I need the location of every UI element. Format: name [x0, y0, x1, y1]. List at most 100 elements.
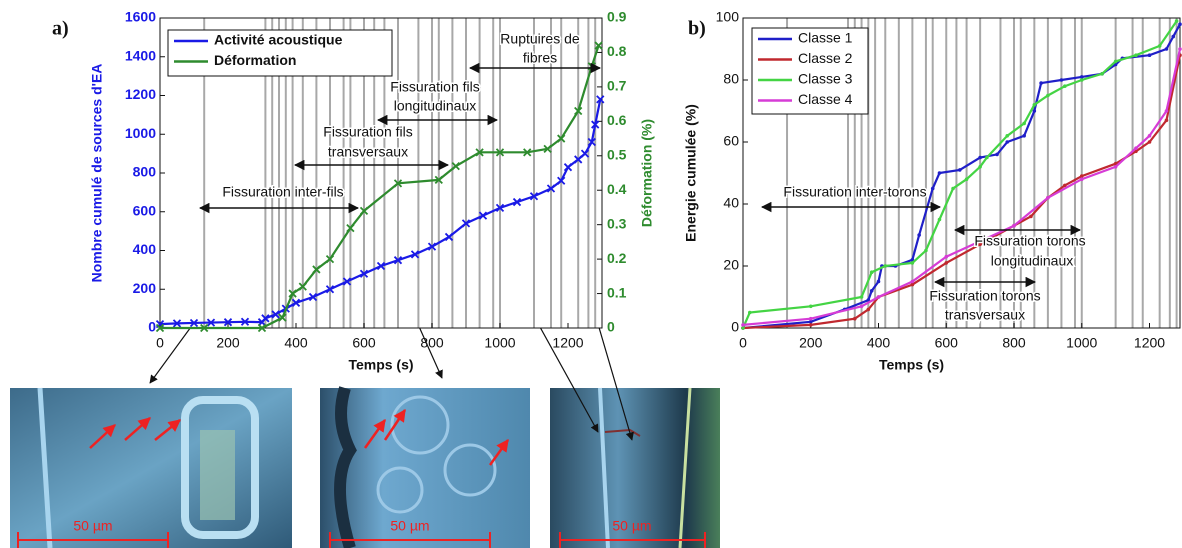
marker: [741, 323, 745, 327]
annotation: fibres: [523, 50, 557, 66]
marker: [1022, 134, 1026, 138]
y2-tick-label: 0.5: [607, 146, 627, 162]
y2-tick-label: 0.3: [607, 215, 627, 231]
chart: 0 200 400 600 800 1000 1200 0 20 40 60 80 100 Classe …: [683, 9, 1182, 373]
marker: [1113, 59, 1118, 64]
marker: [1063, 84, 1067, 88]
marker: [523, 148, 532, 157]
marker: [189, 318, 199, 328]
marker: [261, 314, 270, 323]
marker: [1063, 183, 1067, 188]
x-axis-label: Temps (s): [348, 357, 413, 373]
marker: [451, 161, 460, 171]
x-tick-label: 1000: [1066, 335, 1097, 351]
marker: [172, 319, 182, 328]
marker: [155, 323, 165, 333]
marker: [291, 298, 301, 307]
scale-label: 50 µm: [612, 518, 651, 534]
marker: [1059, 78, 1064, 82]
y2-tick-label: 0.2: [607, 250, 627, 266]
legend-label: Activité acoustique: [214, 32, 343, 48]
y2-tick-label: 0.1: [607, 284, 627, 300]
scale-label: 50 µm: [390, 518, 429, 534]
plot-frame: [159, 17, 603, 329]
series-line: [741, 20, 1178, 329]
marker: [288, 289, 297, 298]
marker: [1022, 121, 1026, 126]
marker: [240, 317, 250, 326]
marker: [257, 323, 267, 333]
marker: [312, 265, 321, 274]
marker: [951, 186, 955, 191]
x-tick-label: 400: [284, 335, 308, 351]
marker: [580, 149, 590, 158]
marker: [958, 168, 962, 172]
marker: [475, 148, 484, 157]
marker: [937, 171, 942, 175]
marker: [869, 289, 874, 293]
marker: [325, 254, 335, 264]
marker: [393, 179, 403, 188]
marker: [1157, 44, 1162, 48]
marker: [346, 223, 355, 233]
marker: [924, 248, 928, 253]
marker: [223, 318, 233, 327]
marker: [1005, 140, 1010, 144]
marker: [308, 292, 318, 302]
y-tick-label: 100: [716, 9, 740, 25]
legend-label: Classe 3: [798, 71, 853, 87]
x-tick-label: 800: [1002, 335, 1026, 351]
marker: [444, 232, 454, 242]
marker: [852, 316, 857, 321]
marker: [200, 323, 209, 333]
marker: [944, 261, 949, 265]
marker: [591, 120, 600, 129]
marker: [529, 192, 539, 201]
annotation: Fissuration torons: [974, 233, 1085, 249]
marker: [883, 264, 888, 268]
marker: [495, 148, 505, 157]
marker: [1039, 81, 1043, 85]
marker: [1079, 177, 1084, 181]
y2-tick-label: 0.6: [607, 112, 627, 128]
marker: [1113, 165, 1118, 169]
marker: [859, 295, 864, 299]
scale-label: 50 µm: [73, 518, 112, 534]
y2-axis-label: Déformation (%): [639, 119, 655, 227]
marker: [376, 261, 386, 271]
chart: 0 200 400 600 800 1000 1200 0 200 400 600 800 1000 12…: [52, 9, 655, 373]
marker: [1164, 47, 1169, 51]
annotation: transversaux: [328, 144, 408, 160]
y-axis-label: Nombre cumulé de sources d'EA: [89, 64, 105, 283]
marker: [910, 282, 915, 287]
annotation: Ruptuires de: [500, 31, 580, 47]
y-tick-label: 800: [133, 164, 157, 180]
marker: [1005, 134, 1010, 138]
marker: [978, 239, 982, 243]
marker: [910, 279, 915, 284]
y2-tick-label: 0.7: [607, 78, 627, 94]
panel-label: b): [688, 18, 706, 40]
legend-label: Classe 2: [798, 50, 853, 66]
annotation: transversaux: [945, 307, 1025, 323]
y-tick-label: 40: [723, 195, 739, 211]
y-tick-label: 80: [723, 71, 739, 87]
marker: [1178, 47, 1182, 51]
marker: [557, 176, 566, 185]
marker: [271, 310, 280, 319]
annotation: longitudinaux: [991, 253, 1074, 269]
marker: [1174, 19, 1179, 23]
marker: [359, 206, 369, 216]
marker: [1134, 146, 1138, 150]
marker: [342, 277, 352, 286]
annotation: longitudinaux: [394, 98, 477, 114]
y-tick-label: 60: [723, 133, 739, 149]
marker: [278, 313, 287, 322]
y-axis-label: Energie cumulée (%): [683, 104, 699, 242]
micrograph-1: 50 µm: [10, 387, 292, 548]
marker: [434, 175, 443, 185]
marker: [1147, 134, 1152, 138]
x-tick-label: 400: [867, 335, 891, 351]
series-line: [742, 54, 1182, 330]
legend-label: Classe 4: [798, 91, 853, 107]
